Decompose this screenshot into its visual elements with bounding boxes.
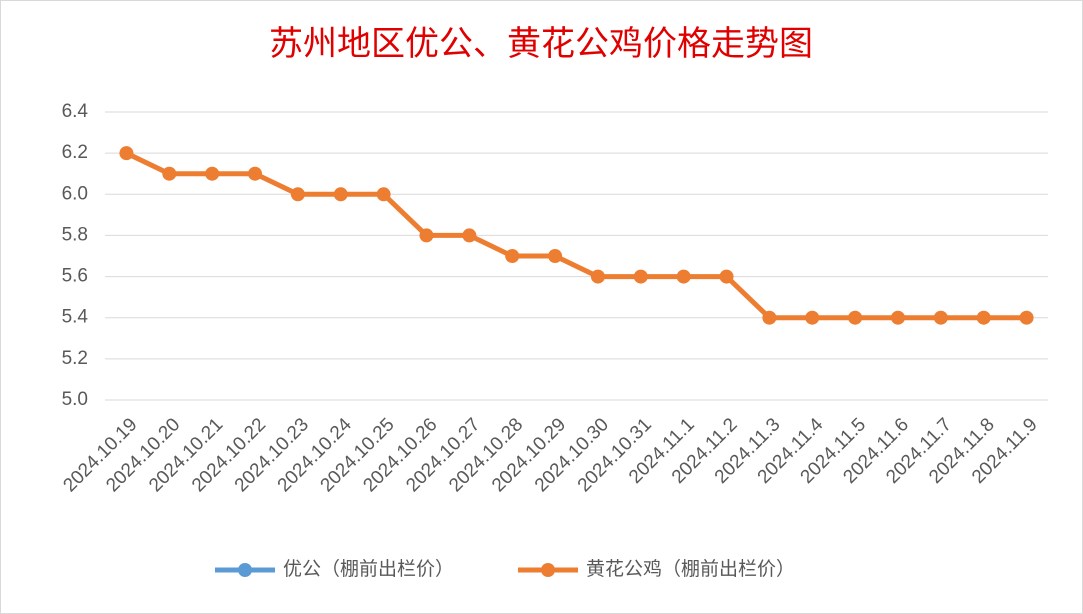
point [119,146,134,161]
point [676,269,691,284]
point [376,187,391,202]
point [505,249,520,263]
point [933,310,948,325]
y-tick-label: 6.0 [62,183,88,204]
y-tick-label: 5.0 [62,389,88,410]
point [590,269,605,284]
point [162,166,177,181]
y-tick-label: 6.2 [62,142,88,163]
legend-label: 黄花公鸡（棚前出栏价） [586,558,795,580]
point [248,166,263,181]
point [290,187,305,202]
point [976,310,991,325]
point [419,228,434,243]
point [805,310,820,325]
legend-marker [541,563,555,577]
point [719,269,734,284]
point [890,310,905,325]
legend-marker [238,563,252,577]
point [1019,310,1034,325]
y-tick-label: 5.2 [62,348,88,369]
legend-label: 优公（棚前出栏价） [283,558,454,580]
point [462,228,477,243]
point [548,249,563,263]
point [633,269,648,284]
point [205,166,220,181]
y-tick-label: 6.4 [62,101,89,122]
y-tick-label: 5.8 [62,224,88,245]
point [848,310,863,325]
point [333,187,348,202]
series-line [125,150,1027,321]
chart-title: 苏州地区优公、黄花公鸡价格走势图 [269,25,813,63]
point [762,310,777,325]
y-tick-label: 5.6 [62,266,88,287]
y-tick-label: 5.4 [62,307,89,328]
